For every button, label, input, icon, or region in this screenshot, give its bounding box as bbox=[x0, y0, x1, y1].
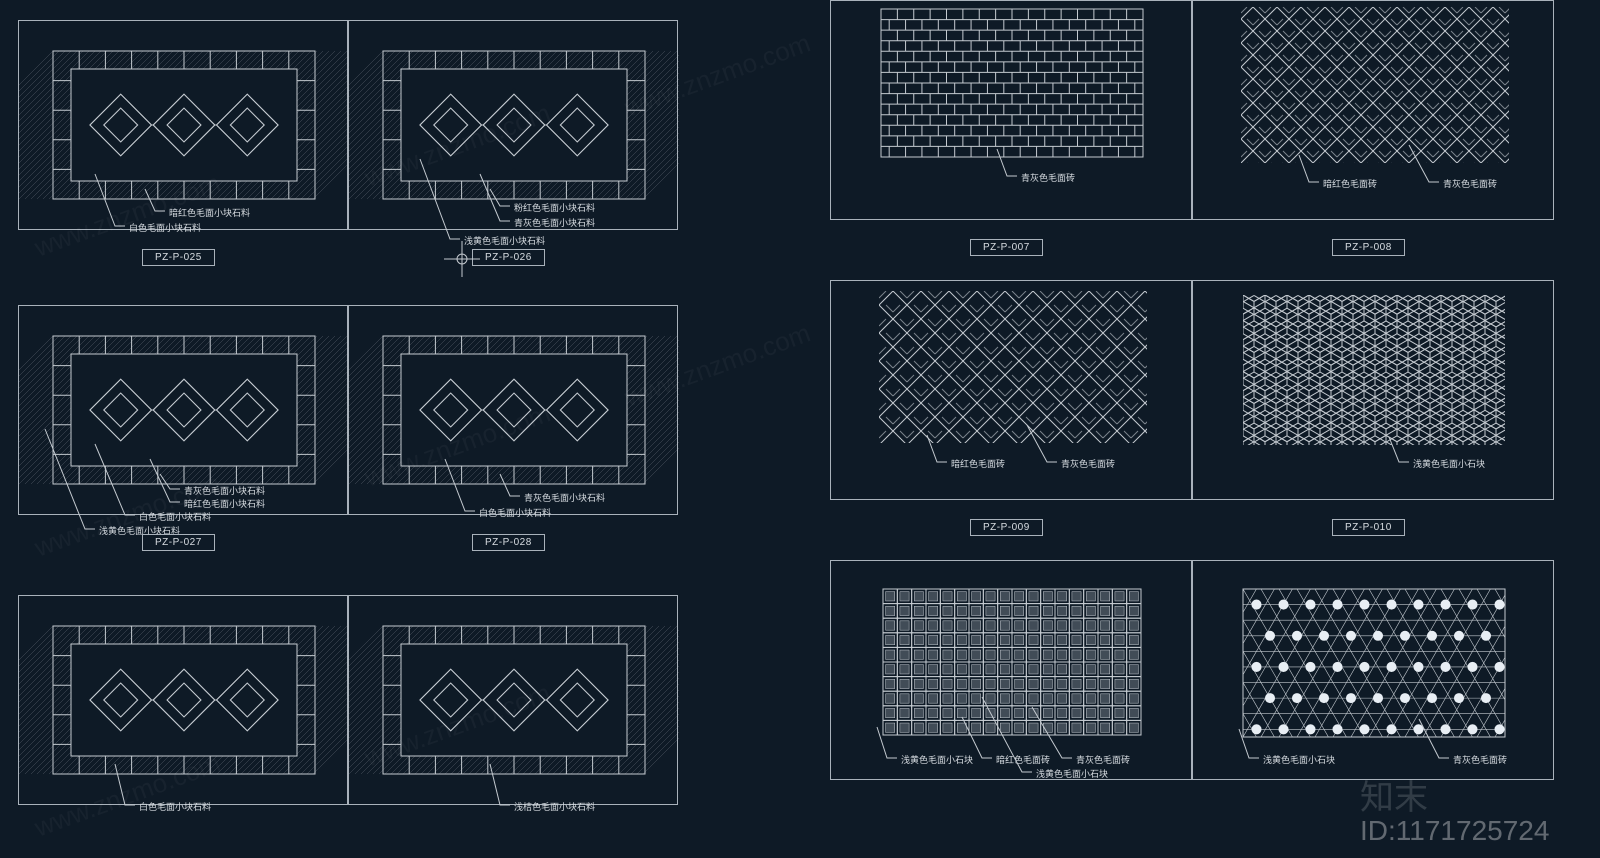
paving-tile: 白色毛面小块石料 bbox=[18, 595, 348, 805]
paving-tile: 粉红色毛面小块石料青灰色毛面小块石料浅黄色毛面小块石料PZ-P-026 bbox=[348, 20, 678, 230]
leader-line bbox=[831, 1, 1193, 251]
leader-line bbox=[19, 21, 349, 261]
right-panel: 青灰色毛面砖PZ-P-007暗红色毛面砖青灰色毛面砖PZ-P-008暗红色毛面砖… bbox=[830, 0, 1590, 858]
leader-line bbox=[19, 596, 349, 836]
tile-code: PZ-P-010 bbox=[1332, 519, 1405, 536]
tile-code: PZ-P-027 bbox=[142, 534, 215, 551]
tile-code: PZ-P-028 bbox=[472, 534, 545, 551]
leader-line bbox=[1193, 1, 1555, 251]
leader-line bbox=[349, 21, 679, 261]
left-panel: 暗红色毛面小块石料白色毛面小块石料PZ-P-025粉红色毛面小块石料青灰色毛面小… bbox=[18, 0, 698, 858]
paving-tile: 浅桔色毛面小块石料 bbox=[348, 595, 678, 805]
crosshair-icon bbox=[442, 239, 482, 279]
tile-code: PZ-P-007 bbox=[970, 239, 1043, 256]
tile-code: PZ-P-025 bbox=[142, 249, 215, 266]
paving-tile: 暗红色毛面小块石料白色毛面小块石料PZ-P-025 bbox=[18, 20, 348, 230]
leader-line bbox=[1193, 281, 1555, 531]
paving-tile: 浅黄色毛面小石块暗红色毛面砖青灰色毛面砖浅黄色毛面小石块 bbox=[830, 560, 1192, 780]
paving-tile: 青灰色毛面小块石料暗红色毛面小块石料白色毛面小块石料浅黄色毛面小块石料PZ-P-… bbox=[18, 305, 348, 515]
resource-id: ID:1171725724 bbox=[1360, 815, 1549, 847]
tile-code: PZ-P-009 bbox=[970, 519, 1043, 536]
paving-tile: 浅黄色毛面小石块PZ-P-010 bbox=[1192, 280, 1554, 500]
leader-line bbox=[19, 306, 349, 546]
tile-code: PZ-P-026 bbox=[472, 249, 545, 266]
paving-tile: 青灰色毛面小块石料白色毛面小块石料PZ-P-028 bbox=[348, 305, 678, 515]
leader-line bbox=[1193, 561, 1555, 811]
paving-tile: 青灰色毛面砖PZ-P-007 bbox=[830, 0, 1192, 220]
paving-tile: 暗红色毛面砖青灰色毛面砖PZ-P-008 bbox=[1192, 0, 1554, 220]
leader-line bbox=[831, 281, 1193, 531]
leader-line bbox=[831, 561, 1193, 811]
paving-tile: 暗红色毛面砖青灰色毛面砖PZ-P-009 bbox=[830, 280, 1192, 500]
tile-code: PZ-P-008 bbox=[1332, 239, 1405, 256]
leader-line bbox=[349, 596, 679, 836]
leader-line bbox=[349, 306, 679, 546]
paving-tile: 浅黄色毛面小石块青灰色毛面砖 bbox=[1192, 560, 1554, 780]
